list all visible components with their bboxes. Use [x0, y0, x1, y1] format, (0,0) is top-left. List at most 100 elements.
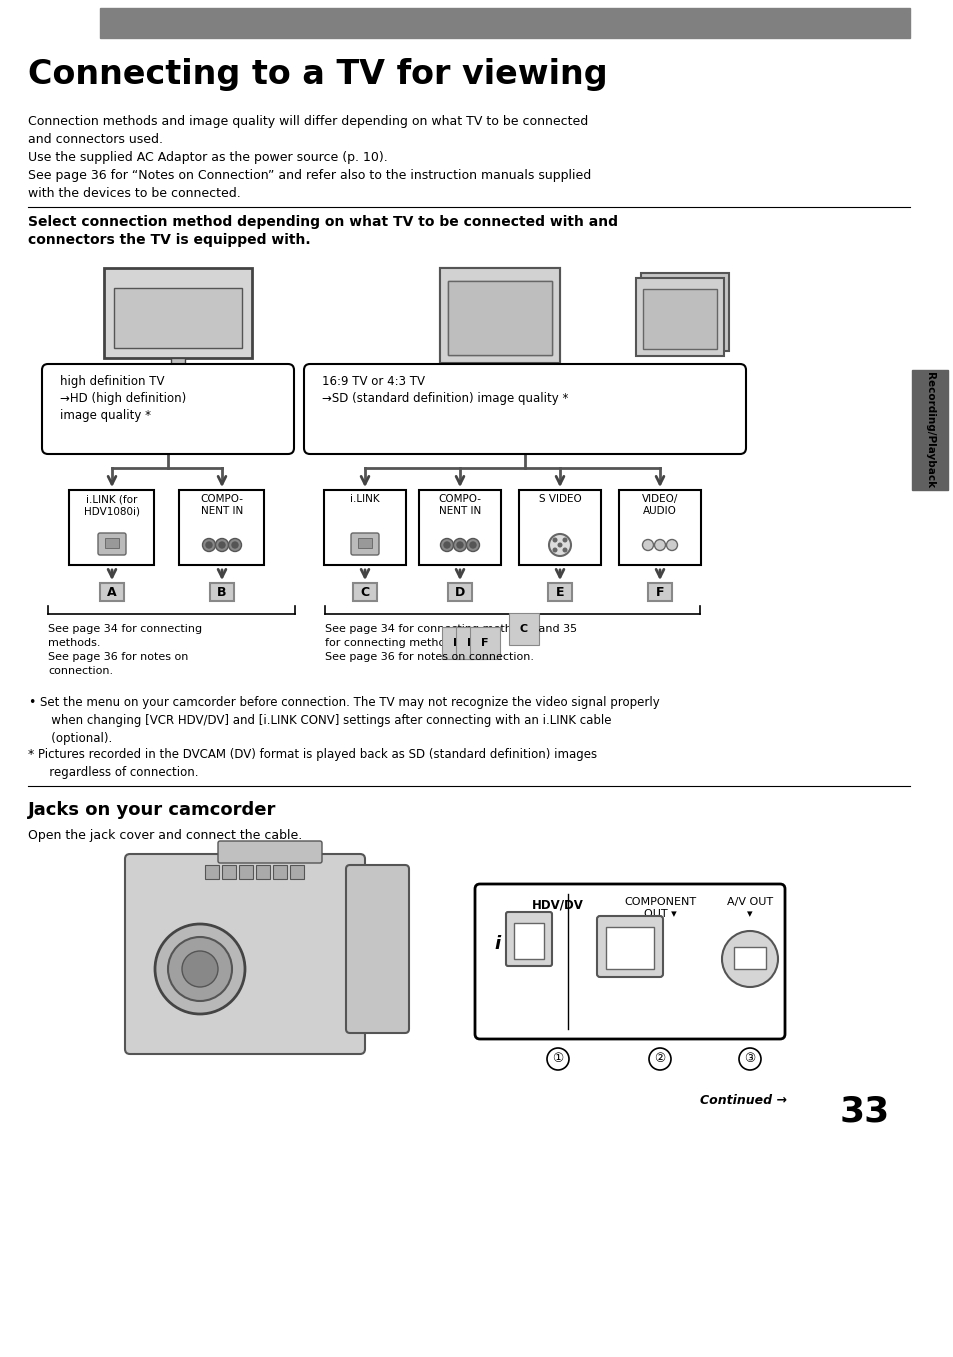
Bar	[151, 369, 205, 375]
Text: •: •	[28, 696, 35, 708]
Bar	[448, 281, 552, 356]
FancyBboxPatch shape	[475, 883, 784, 1039]
Circle shape	[553, 539, 557, 541]
FancyBboxPatch shape	[346, 864, 409, 1033]
FancyBboxPatch shape	[597, 916, 662, 977]
Text: Connecting to a TV for viewing: Connecting to a TV for viewing	[28, 58, 607, 91]
Bar	[104, 267, 252, 358]
Bar	[100, 584, 124, 601]
Bar	[239, 864, 253, 879]
Bar	[222, 864, 235, 879]
Bar	[618, 490, 700, 565]
Text: Set the menu on your camcorder before connection. The TV may not recognize the v: Set the menu on your camcorder before co…	[40, 696, 659, 745]
Circle shape	[562, 548, 566, 552]
Circle shape	[648, 1048, 670, 1071]
Text: OUT ▾: OUT ▾	[643, 909, 676, 919]
Bar	[179, 490, 264, 565]
Text: COMPONENT: COMPONENT	[623, 897, 696, 906]
Circle shape	[229, 539, 241, 551]
Text: D: D	[455, 586, 465, 600]
Circle shape	[466, 539, 479, 551]
Bar	[733, 947, 765, 969]
Circle shape	[215, 539, 229, 551]
FancyBboxPatch shape	[505, 912, 552, 966]
Circle shape	[739, 1048, 760, 1071]
Text: 16:9 TV or 4:3 TV
→SD (standard definition) image quality *: 16:9 TV or 4:3 TV →SD (standard definiti…	[322, 375, 568, 404]
Bar	[324, 490, 406, 565]
Bar	[273, 864, 287, 879]
Circle shape	[546, 1048, 568, 1071]
Circle shape	[456, 541, 462, 548]
Text: See page 36 for notes on connection.: See page 36 for notes on connection.	[325, 651, 534, 662]
Bar	[290, 864, 304, 879]
Circle shape	[168, 936, 232, 1001]
FancyBboxPatch shape	[304, 364, 745, 455]
Bar	[518, 490, 600, 565]
Circle shape	[562, 539, 566, 541]
Text: See page 34 for connecting
methods.
See page 36 for notes on
connection.: See page 34 for connecting methods. See …	[48, 624, 202, 676]
Text: i.LINK: i.LINK	[350, 494, 379, 503]
Circle shape	[206, 541, 212, 548]
Text: F: F	[480, 638, 488, 649]
Text: B: B	[217, 586, 227, 600]
Text: Continued →: Continued →	[700, 1094, 786, 1107]
Bar	[605, 927, 654, 969]
Text: and 35: and 35	[535, 624, 577, 634]
Bar	[418, 490, 500, 565]
FancyBboxPatch shape	[125, 854, 365, 1054]
Bar	[647, 584, 671, 601]
FancyBboxPatch shape	[351, 533, 378, 555]
Bar	[210, 584, 233, 601]
Circle shape	[666, 540, 677, 551]
Text: high definition TV
→HD (high definition)
image quality *: high definition TV →HD (high definition)…	[60, 375, 186, 422]
Bar	[205, 864, 219, 879]
Circle shape	[154, 924, 245, 1014]
Text: Jacks on your camcorder: Jacks on your camcorder	[28, 801, 276, 820]
Circle shape	[202, 539, 215, 551]
Bar	[255, 864, 270, 879]
Bar	[113, 288, 242, 347]
Bar	[640, 273, 728, 351]
Text: F: F	[655, 586, 663, 600]
Circle shape	[721, 931, 778, 987]
FancyBboxPatch shape	[42, 364, 294, 455]
Bar	[100, 8, 909, 38]
Text: Select connection method depending on what TV to be connected with and
connector: Select connection method depending on wh…	[28, 214, 618, 247]
FancyBboxPatch shape	[218, 841, 322, 863]
Text: D: D	[453, 638, 462, 649]
Bar	[514, 923, 543, 959]
Circle shape	[232, 541, 237, 548]
Text: 33: 33	[840, 1094, 889, 1128]
Text: i: i	[495, 935, 500, 953]
Text: A: A	[107, 586, 116, 600]
Circle shape	[558, 543, 561, 547]
Text: S VIDEO: S VIDEO	[538, 494, 580, 503]
Text: COMPO-
NENT IN: COMPO- NENT IN	[438, 494, 481, 516]
Circle shape	[440, 539, 453, 551]
Bar	[353, 584, 376, 601]
Circle shape	[654, 540, 665, 551]
Circle shape	[641, 540, 653, 551]
Circle shape	[443, 541, 450, 548]
Bar	[439, 267, 559, 364]
Text: Recording/Playback: Recording/Playback	[924, 372, 934, 489]
Text: VIDEO/
AUDIO: VIDEO/ AUDIO	[641, 494, 678, 516]
Circle shape	[470, 541, 476, 548]
Bar	[439, 267, 559, 364]
Text: C: C	[519, 624, 528, 634]
Text: ②: ②	[654, 1053, 665, 1065]
Text: See page 34 for connecting method: See page 34 for connecting method	[325, 624, 529, 634]
Circle shape	[219, 541, 225, 548]
Text: COMPO-
NENT IN: COMPO- NENT IN	[200, 494, 243, 516]
Text: *: *	[28, 748, 34, 761]
Circle shape	[453, 539, 466, 551]
Text: C: C	[360, 586, 369, 600]
Bar	[105, 537, 119, 548]
Text: A/V OUT: A/V OUT	[726, 897, 772, 906]
Circle shape	[553, 548, 557, 552]
Bar	[448, 281, 552, 356]
Bar	[911, 370, 947, 490]
Text: Pictures recorded in the DVCAM (DV) format is played back as SD (standard defini: Pictures recorded in the DVCAM (DV) form…	[38, 748, 597, 779]
Text: ▾: ▾	[746, 909, 752, 919]
Bar	[70, 490, 154, 565]
